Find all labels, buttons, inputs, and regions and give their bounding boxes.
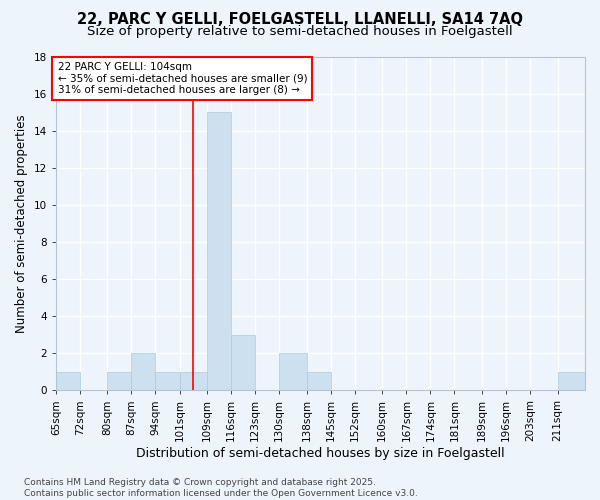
Text: 22, PARC Y GELLI, FOELGASTELL, LLANELLI, SA14 7AQ: 22, PARC Y GELLI, FOELGASTELL, LLANELLI,… <box>77 12 523 28</box>
Bar <box>107 372 131 390</box>
X-axis label: Distribution of semi-detached houses by size in Foelgastell: Distribution of semi-detached houses by … <box>136 447 505 460</box>
Bar <box>207 112 231 390</box>
Bar <box>179 372 207 390</box>
Text: Size of property relative to semi-detached houses in Foelgastell: Size of property relative to semi-detach… <box>87 25 513 38</box>
Bar <box>155 372 179 390</box>
Bar <box>231 334 255 390</box>
Text: Contains HM Land Registry data © Crown copyright and database right 2025.
Contai: Contains HM Land Registry data © Crown c… <box>24 478 418 498</box>
Bar <box>279 353 307 391</box>
Text: 22 PARC Y GELLI: 104sqm
← 35% of semi-detached houses are smaller (9)
31% of sem: 22 PARC Y GELLI: 104sqm ← 35% of semi-de… <box>58 62 307 96</box>
Bar <box>131 353 155 391</box>
Y-axis label: Number of semi-detached properties: Number of semi-detached properties <box>15 114 28 332</box>
Bar <box>307 372 331 390</box>
Bar <box>557 372 585 390</box>
Bar <box>56 372 80 390</box>
